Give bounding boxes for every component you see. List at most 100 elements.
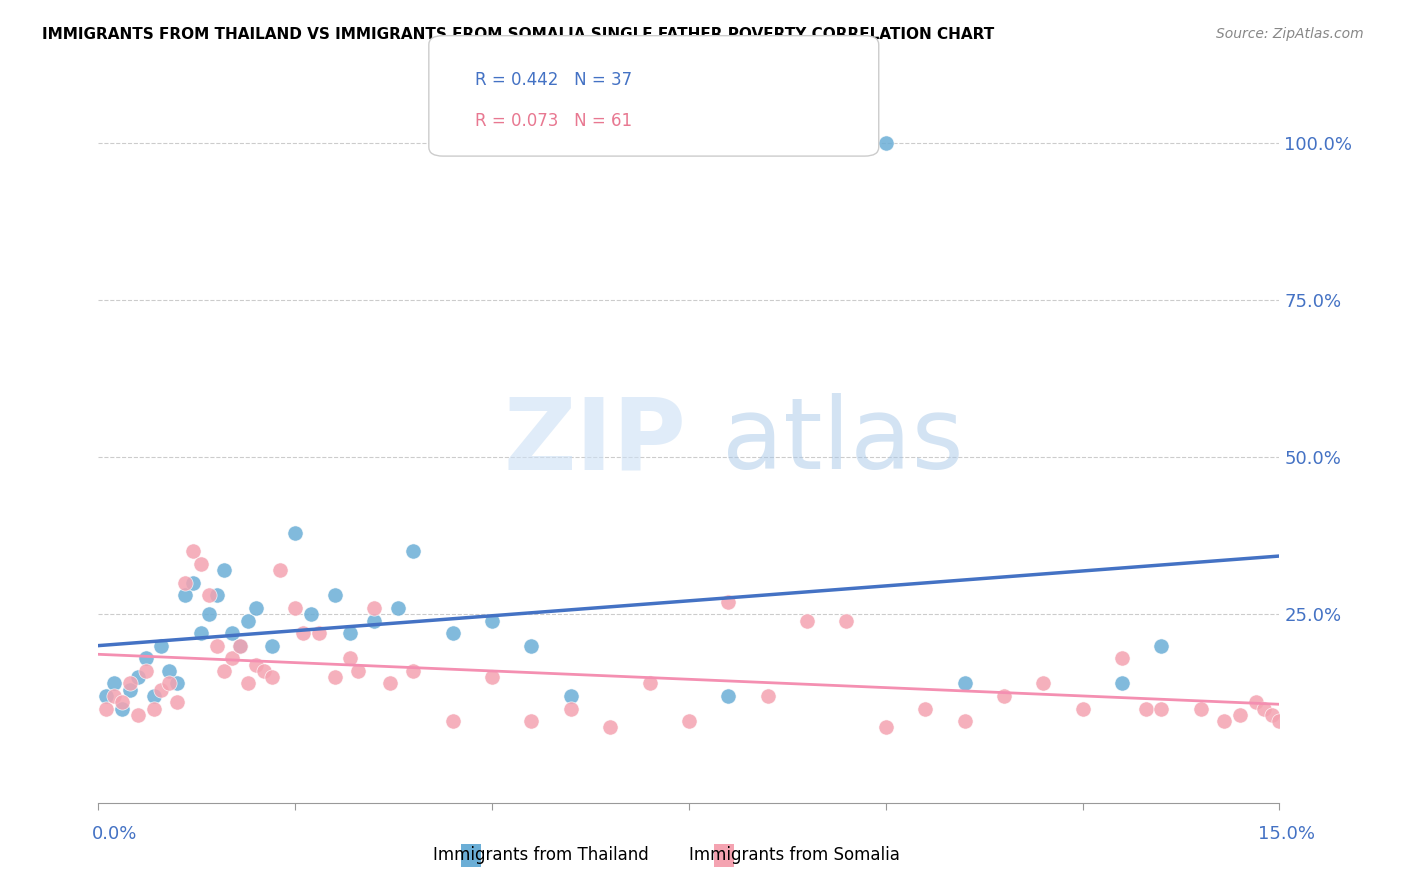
Point (875, 136, 897, 150)
Point (638, 676, 661, 690)
Point (1213, 714, 1236, 728)
Point (127, 707, 149, 722)
Point (96, 701, 118, 715)
Point (245, 601, 267, 615)
Point (111, 695, 134, 709)
Point (796, 614, 818, 628)
Point (103, 689, 125, 703)
Point (166, 676, 188, 690)
Point (229, 639, 252, 653)
Point (118, 682, 141, 697)
Point (150, 639, 173, 653)
Point (181, 575, 204, 590)
Point (599, 720, 621, 734)
Point (205, 589, 228, 603)
Point (142, 689, 165, 703)
Point (520, 639, 543, 653)
Point (221, 651, 243, 665)
Point (260, 670, 283, 684)
Point (96, 689, 118, 703)
Point (1189, 701, 1212, 715)
Point (1135, 701, 1157, 715)
Point (1150, 639, 1173, 653)
Point (914, 701, 936, 715)
Point (1229, 707, 1251, 722)
Text: 15.0%: 15.0% (1257, 825, 1315, 843)
Point (190, 626, 212, 640)
Text: ZIP: ZIP (503, 393, 686, 490)
Point (339, 626, 361, 640)
Point (236, 614, 259, 628)
Point (135, 664, 157, 678)
Point (103, 676, 125, 690)
Point (284, 525, 307, 540)
Point (174, 575, 197, 590)
Point (197, 607, 219, 622)
Text: IMMIGRANTS FROM THAILAND VS IMMIGRANTS FROM SOMALIA SINGLE FATHER POVERTY CORREL: IMMIGRANTS FROM THAILAND VS IMMIGRANTS F… (42, 27, 994, 42)
Point (953, 714, 976, 728)
Point (214, 563, 236, 577)
Point (292, 626, 315, 640)
Point (1277, 701, 1299, 715)
Point (142, 701, 165, 715)
Point (560, 689, 582, 703)
Point (953, 676, 976, 690)
Point (181, 544, 204, 558)
Point (1071, 701, 1094, 715)
Point (190, 557, 212, 571)
Point (402, 664, 425, 678)
Point (402, 544, 425, 558)
Point (347, 664, 370, 678)
Point (481, 614, 503, 628)
Point (520, 714, 543, 728)
Point (378, 676, 401, 690)
Point (236, 676, 259, 690)
Point (229, 639, 252, 653)
Point (245, 657, 267, 672)
Point (111, 701, 134, 715)
Text: Source: ZipAtlas.com: Source: ZipAtlas.com (1216, 27, 1364, 41)
Point (1268, 714, 1291, 728)
Point (253, 664, 276, 678)
Point (1111, 676, 1133, 690)
Point (363, 614, 385, 628)
Point (717, 595, 740, 609)
Point (1253, 701, 1275, 715)
Point (127, 670, 149, 684)
Point (118, 676, 141, 690)
Point (339, 651, 361, 665)
Point (481, 670, 503, 684)
Point (323, 670, 346, 684)
Point (1260, 707, 1282, 722)
Point (1150, 701, 1173, 715)
Point (441, 626, 464, 640)
Point (299, 607, 322, 622)
Point (174, 589, 197, 603)
Point (150, 682, 173, 697)
Text: R = 0.073   N = 61: R = 0.073 N = 61 (475, 112, 633, 129)
Point (1032, 676, 1054, 690)
Text: atlas: atlas (721, 393, 963, 490)
Point (157, 664, 180, 678)
Point (221, 626, 243, 640)
Point (260, 639, 283, 653)
Point (387, 601, 409, 615)
Point (441, 714, 464, 728)
Point (269, 563, 291, 577)
Point (323, 589, 346, 603)
Point (875, 720, 897, 734)
Point (157, 676, 180, 690)
Text: Immigrants from Thailand: Immigrants from Thailand (433, 846, 650, 863)
Point (717, 689, 740, 703)
Point (166, 695, 188, 709)
Point (1284, 645, 1306, 659)
Text: R = 0.442   N = 37: R = 0.442 N = 37 (475, 71, 633, 89)
Text: 0.0%: 0.0% (91, 825, 136, 843)
Point (1111, 651, 1133, 665)
Point (284, 601, 307, 615)
Point (835, 614, 858, 628)
Point (197, 589, 219, 603)
Point (363, 601, 385, 615)
Point (205, 639, 228, 653)
Point (1244, 695, 1267, 709)
